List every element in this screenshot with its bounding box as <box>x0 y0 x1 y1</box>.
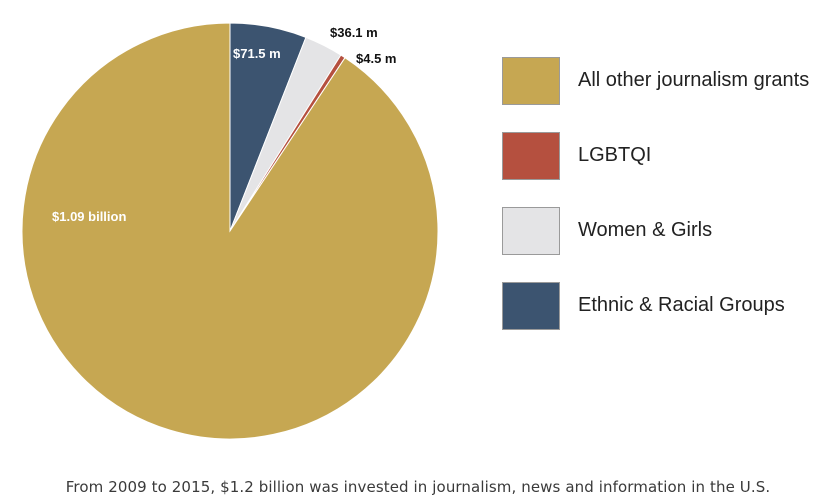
legend-label-ethnic-racial: Ethnic & Racial Groups <box>578 294 785 316</box>
legend-item: Women & Girls <box>502 207 822 282</box>
legend-label-lgbtqi: LGBTQI <box>578 144 652 166</box>
footnote: From 2009 to 2015, $1.2 billion was inve… <box>65 478 771 496</box>
pie-chart: $71.5 m $36.1 m $4.5 m $1.09 billion <box>21 22 439 440</box>
legend-item: Ethnic & Racial Groups <box>502 282 822 357</box>
pie-slice-all-other-journalism-grants <box>21 22 439 440</box>
data-label-all-other: $1.09 billion <box>52 209 126 224</box>
legend-swatch-women-girls <box>502 207 560 255</box>
legend-swatch-lgbtqi <box>502 132 560 180</box>
legend-label-women-girls: Women & Girls <box>578 219 713 241</box>
legend-item: LGBTQI <box>502 132 822 207</box>
legend: All other journalism grants LGBTQI Women… <box>502 57 822 357</box>
data-label-lgbtqi: $4.5 m <box>356 51 396 66</box>
data-label-ethnic-racial: $71.5 m <box>233 46 281 61</box>
legend-swatch-all-other <box>502 57 560 105</box>
data-label-women-girls: $36.1 m <box>330 25 378 40</box>
legend-swatch-ethnic-racial <box>502 282 560 330</box>
legend-label-all-other: All other journalism grants <box>578 69 810 91</box>
legend-item: All other journalism grants <box>502 57 822 132</box>
